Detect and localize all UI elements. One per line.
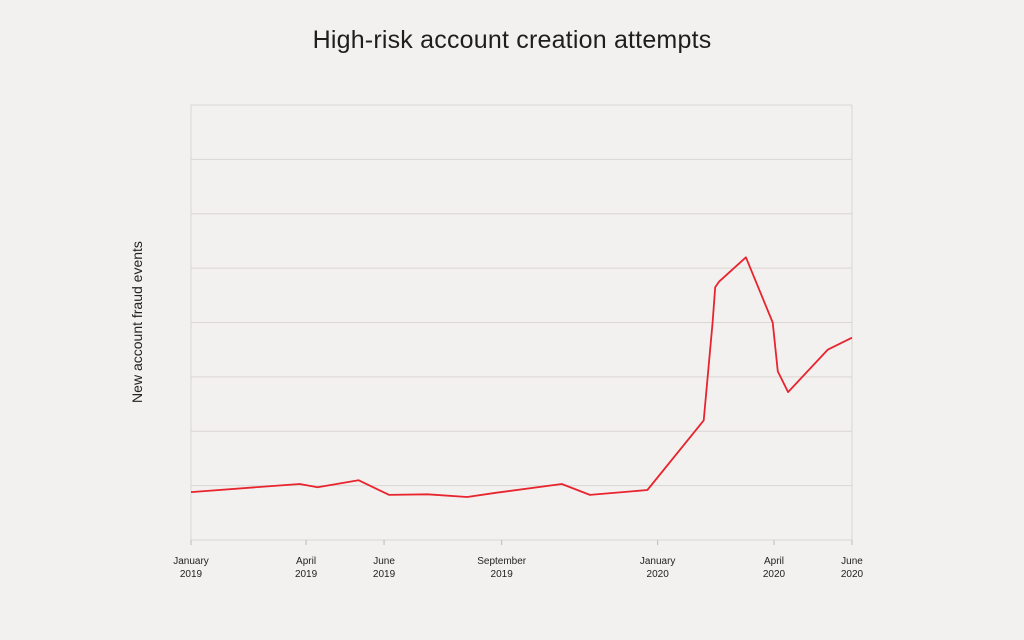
x-tick-label-year: 2019 bbox=[373, 569, 396, 580]
x-tick-label-year: 2020 bbox=[763, 569, 786, 580]
x-tick-label-month: June bbox=[373, 556, 395, 567]
x-tick-label-year: 2019 bbox=[180, 569, 203, 580]
series-line bbox=[190, 256, 853, 498]
x-tick-label-month: April bbox=[296, 556, 316, 567]
x-tick-label-month: January bbox=[640, 556, 676, 567]
x-tick-label-year: 2019 bbox=[295, 569, 318, 580]
x-tick-label-year: 2020 bbox=[647, 569, 670, 580]
x-tick-label-month: January bbox=[173, 556, 209, 567]
x-tick-label-month: September bbox=[477, 556, 527, 567]
chart-title: High-risk account creation attempts bbox=[312, 26, 712, 54]
x-tick-label-month: April bbox=[764, 556, 784, 567]
x-tick-label-year: 2020 bbox=[841, 569, 864, 580]
x-tick-label-month: June bbox=[841, 556, 863, 567]
x-tick-label-year: 2019 bbox=[491, 569, 514, 580]
